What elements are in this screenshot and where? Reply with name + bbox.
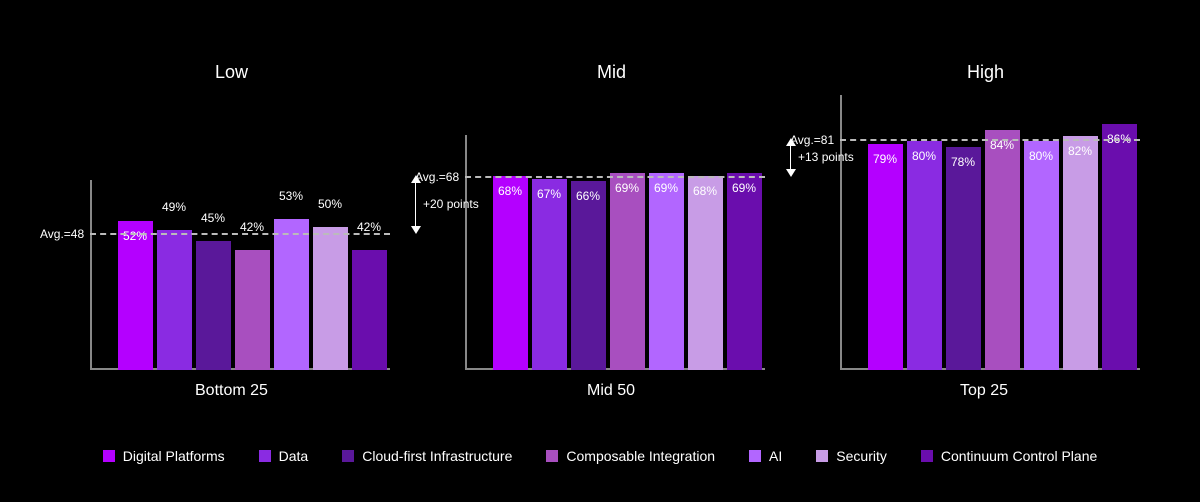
bar-label-high-cloud_first: 78% [946, 155, 981, 169]
bar-low-digital_platforms [118, 221, 153, 370]
bar-mid-security [688, 176, 723, 370]
legend-item-continuum_control: Continuum Control Plane [921, 448, 1097, 464]
avg-label-low: Avg.=48 [40, 227, 84, 241]
bar-low-composable_integration [235, 250, 270, 370]
avg-line-low [90, 233, 390, 235]
chart-low: 52%49%45%42%53%50%42% [90, 0, 390, 370]
legend-label: AI [769, 448, 782, 464]
y-axis [840, 95, 842, 370]
bar-label-low-security: 50% [313, 197, 348, 211]
bar-high-data [907, 141, 942, 370]
delta-text-high: +13 points [798, 150, 854, 164]
legend-item-composable_integration: Composable Integration [546, 448, 715, 464]
bar-label-mid-digital_platforms: 68% [493, 184, 528, 198]
bar-high-digital_platforms [868, 144, 903, 370]
avg-label-high: Avg.=81 [790, 133, 834, 147]
legend-swatch-icon [103, 450, 115, 462]
bar-high-continuum_control [1102, 124, 1137, 370]
group-subtitle-low: Bottom 25 [195, 382, 268, 400]
group-subtitle-mid: Mid 50 [587, 382, 635, 400]
avg-line-mid [465, 176, 765, 178]
legend-item-digital_platforms: Digital Platforms [103, 448, 225, 464]
legend-swatch-icon [342, 450, 354, 462]
legend-swatch-icon [259, 450, 271, 462]
bar-mid-composable_integration [610, 173, 645, 370]
legend-swatch-icon [749, 450, 761, 462]
bar-high-cloud_first [946, 147, 981, 370]
y-axis [465, 135, 467, 370]
bar-low-security [313, 227, 348, 370]
legend-label: Security [836, 448, 887, 464]
bar-label-high-digital_platforms: 79% [868, 152, 903, 166]
legend-swatch-icon [921, 450, 933, 462]
bar-mid-digital_platforms [493, 176, 528, 370]
group-subtitle-high: Top 25 [960, 382, 1008, 400]
delta-arrow-line [790, 145, 791, 170]
arrow-up-icon [411, 175, 421, 183]
bar-label-low-cloud_first: 45% [196, 211, 231, 225]
bar-label-high-ai: 80% [1024, 149, 1059, 163]
bar-high-ai [1024, 141, 1059, 370]
chart-high: 79%80%78%84%80%82%86% [840, 0, 1140, 370]
delta-arrow-line [415, 182, 416, 227]
delta-arrow-high [790, 139, 792, 176]
bar-mid-data [532, 179, 567, 370]
y-axis [90, 180, 92, 370]
bar-label-mid-ai: 69% [649, 181, 684, 195]
legend-label: Data [279, 448, 309, 464]
bar-label-mid-composable_integration: 69% [610, 181, 645, 195]
bar-mid-ai [649, 173, 684, 370]
legend: Digital Platforms Data Cloud-first Infrast… [0, 448, 1200, 464]
bar-label-mid-data: 67% [532, 187, 567, 201]
legend-label: Cloud-first Infrastructure [362, 448, 512, 464]
bar-low-data [157, 230, 192, 370]
bar-low-ai [274, 219, 309, 370]
legend-label: Composable Integration [566, 448, 715, 464]
bar-low-cloud_first [196, 241, 231, 370]
chart-mid: 68% 67% 66% 69% 69% 68% 69% [465, 0, 765, 370]
arrow-up-icon [786, 138, 796, 146]
avg-line-high [840, 139, 1140, 141]
delta-arrow-mid [415, 176, 417, 233]
bar-high-security [1063, 136, 1098, 370]
bar-label-low-data: 49% [157, 200, 192, 214]
avg-label-mid: Avg.=68 [415, 170, 459, 184]
arrow-down-icon [786, 169, 796, 177]
bar-label-low-digital_platforms: 52% [118, 229, 153, 243]
legend-item-cloud_first: Cloud-first Infrastructure [342, 448, 512, 464]
arrow-down-icon [411, 226, 421, 234]
bar-label-mid-security: 68% [688, 184, 723, 198]
legend-swatch-icon [546, 450, 558, 462]
bar-label-mid-cloud_first: 66% [571, 189, 606, 203]
bar-label-low-ai: 53% [274, 189, 309, 203]
delta-text-mid: +20 points [423, 197, 479, 211]
chart-stage: LowBottom 2552%49%45%42%53%50%42%Avg.=48… [0, 0, 1200, 502]
legend-item-data: Data [259, 448, 309, 464]
legend-item-security: Security [816, 448, 887, 464]
bar-mid-cloud_first [571, 181, 606, 370]
bar-label-high-security: 82% [1063, 144, 1098, 158]
bar-mid-continuum_control [727, 173, 762, 370]
legend-label: Continuum Control Plane [941, 448, 1097, 464]
bar-label-mid-continuum_control: 69% [727, 181, 762, 195]
bar-low-continuum_control [352, 250, 387, 370]
legend-label: Digital Platforms [123, 448, 225, 464]
legend-swatch-icon [816, 450, 828, 462]
bar-label-high-data: 80% [907, 149, 942, 163]
legend-item-ai: AI [749, 448, 782, 464]
bar-high-composable_integration [985, 130, 1020, 370]
